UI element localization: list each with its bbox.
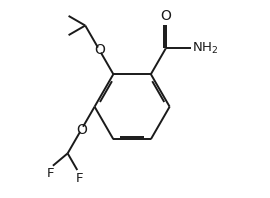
Text: O: O: [160, 9, 171, 23]
Text: F: F: [47, 167, 55, 180]
Text: NH$_2$: NH$_2$: [192, 41, 219, 56]
Text: F: F: [75, 172, 83, 185]
Text: O: O: [76, 123, 87, 137]
Text: O: O: [94, 43, 105, 57]
